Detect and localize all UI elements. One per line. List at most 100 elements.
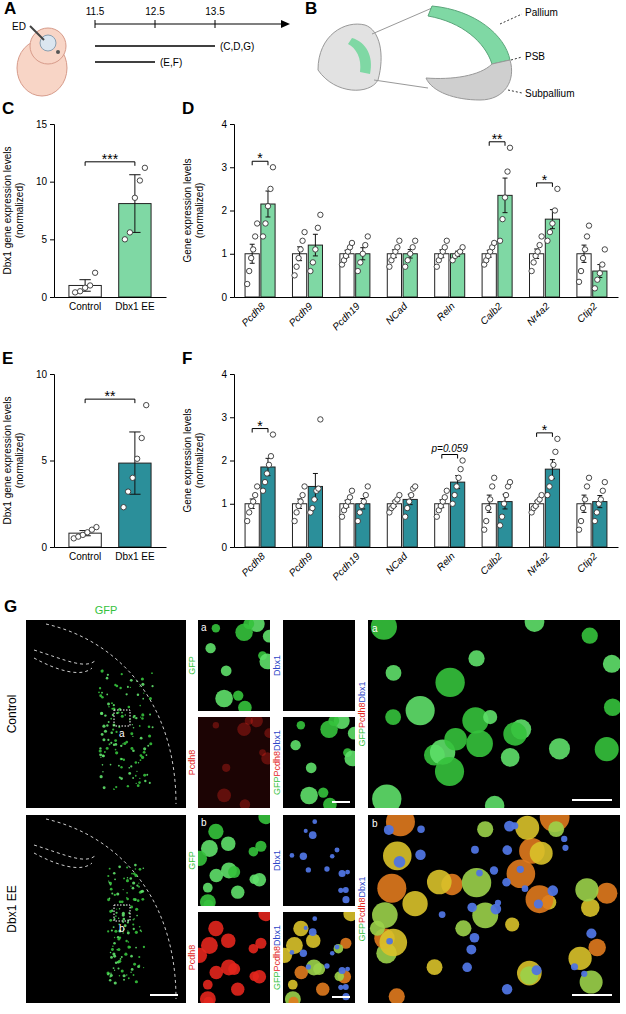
signal — [123, 889, 124, 890]
signal — [143, 946, 145, 948]
signal — [121, 758, 123, 760]
signal — [515, 816, 539, 840]
signal — [525, 620, 545, 632]
tick: 5 — [41, 455, 54, 466]
data-point — [248, 255, 253, 260]
signal — [580, 971, 603, 994]
tick-label: 15 — [36, 119, 48, 130]
data-point — [407, 251, 412, 256]
data-point — [600, 488, 605, 493]
signal — [212, 624, 220, 632]
data-point — [300, 238, 305, 243]
signal — [289, 997, 299, 1003]
signal — [125, 741, 128, 744]
tick-label: NCad — [384, 550, 410, 576]
signal — [123, 979, 125, 981]
tick-label: 0 — [221, 542, 227, 553]
tick-mark — [50, 461, 54, 462]
tick-label: 4 — [221, 369, 227, 380]
signal — [120, 758, 123, 761]
signal — [99, 753, 102, 756]
signal — [293, 921, 308, 936]
signal — [120, 777, 123, 780]
signal — [149, 714, 151, 716]
signal — [221, 665, 232, 676]
micrograph-background — [26, 815, 186, 1003]
label-leaders — [500, 14, 522, 93]
signal — [143, 967, 144, 968]
data-point — [551, 462, 556, 467]
signal — [112, 728, 114, 730]
signal — [127, 932, 130, 935]
tick-label: 1 — [221, 498, 227, 509]
data-point — [484, 518, 489, 523]
data-point — [365, 234, 370, 239]
micrograph — [26, 815, 186, 1003]
signal — [146, 754, 148, 756]
signal — [547, 885, 558, 896]
signal — [135, 761, 138, 764]
range-label: (E,F) — [160, 57, 182, 68]
data-point — [491, 240, 496, 245]
plot: 01234Pcdh8Pcdh9Pcdh19NCadRelnCalb2Nr4a2C… — [182, 369, 619, 583]
signal — [138, 762, 139, 763]
signal — [138, 886, 140, 888]
signal — [466, 730, 493, 757]
inset-letter: a — [372, 623, 378, 634]
error-bar — [313, 234, 318, 256]
tick-label: 0 — [41, 542, 47, 553]
data-point — [246, 510, 251, 515]
bar — [403, 499, 417, 547]
data-point — [310, 260, 315, 265]
signal — [476, 870, 483, 877]
signal — [121, 673, 123, 675]
tick-label: Nr4a2 — [525, 300, 552, 327]
signal — [132, 736, 133, 737]
panel-letter: F — [182, 349, 192, 368]
signal — [98, 691, 100, 693]
signal — [344, 751, 355, 767]
signal — [384, 825, 394, 835]
signal — [114, 970, 115, 971]
signal — [128, 941, 129, 942]
signal — [130, 885, 131, 886]
data-point — [452, 492, 457, 497]
signal — [137, 899, 140, 902]
signal — [111, 929, 113, 931]
data-point — [315, 225, 320, 230]
signal — [123, 877, 125, 879]
data-point — [294, 264, 299, 269]
tick-mark — [230, 167, 234, 168]
micrograph-background — [26, 620, 186, 808]
tick-label: 0 — [221, 292, 227, 303]
tick: Ctip2 — [575, 547, 600, 575]
signal — [140, 890, 143, 893]
micrograph-background — [368, 620, 620, 808]
data-point — [268, 186, 273, 191]
data-point — [482, 527, 487, 532]
data-point — [600, 262, 605, 267]
signal — [102, 764, 104, 766]
data-point — [578, 518, 583, 523]
signal — [110, 718, 112, 720]
signal — [288, 980, 298, 990]
signal — [107, 674, 109, 676]
data-point — [545, 492, 550, 497]
tick-label: 10 — [36, 176, 48, 187]
signal — [517, 961, 542, 986]
signal — [103, 755, 104, 756]
signal — [285, 991, 301, 1003]
bar — [245, 504, 259, 547]
signal — [138, 883, 139, 884]
data-point — [252, 492, 257, 497]
signal — [571, 963, 578, 970]
signal — [306, 964, 311, 969]
channel-label: Dbx1 — [272, 655, 282, 676]
tick: Pcdh8 — [239, 547, 267, 578]
signal — [466, 945, 476, 955]
tick-label: Reln — [434, 300, 457, 323]
signal — [99, 687, 101, 689]
signal — [100, 712, 103, 715]
signal — [455, 920, 471, 936]
bar — [292, 504, 306, 547]
